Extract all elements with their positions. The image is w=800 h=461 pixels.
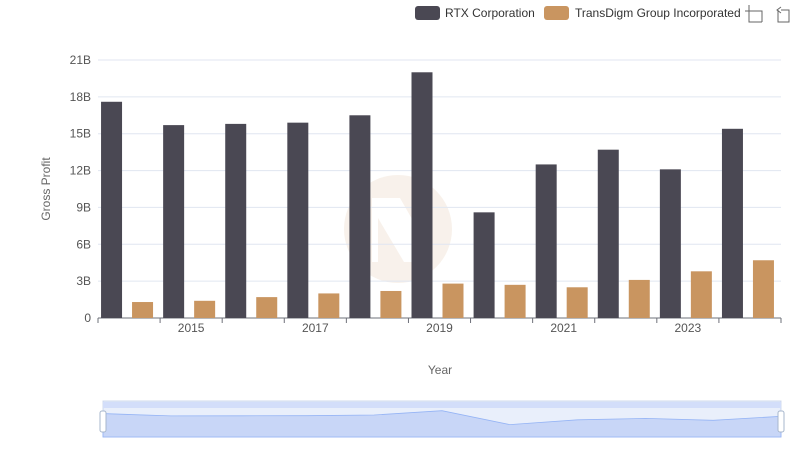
y-tick-label: 9B xyxy=(76,200,91,214)
x-tick-label: 2023 xyxy=(675,321,702,335)
data-zoom-handle-right[interactable] xyxy=(777,410,785,433)
legend-label-transdigm: TransDigm Group Incorporated xyxy=(575,6,741,20)
bar-rtx-2018[interactable] xyxy=(349,115,371,319)
legend-label-rtx: RTX Corporation xyxy=(445,6,535,20)
legend-swatch-rtx xyxy=(415,6,440,20)
bar-rtx-2019[interactable] xyxy=(411,72,433,319)
bar-rtx-2021[interactable] xyxy=(535,164,557,318)
restore-icon[interactable] xyxy=(776,6,790,23)
bar-transdigm-2024[interactable] xyxy=(752,260,774,318)
bar-rtx-2016[interactable] xyxy=(225,123,247,318)
y-tick-label: 21B xyxy=(70,53,91,67)
bar-rtx-2023[interactable] xyxy=(659,169,681,318)
bar-rtx-2024[interactable] xyxy=(721,128,743,318)
bar-transdigm-2017[interactable] xyxy=(318,293,340,318)
legend-item-transdigm[interactable]: TransDigm Group Incorporated xyxy=(544,6,741,20)
bar-rtx-2017[interactable] xyxy=(287,122,309,319)
data-zoom-preview xyxy=(102,410,782,438)
x-axis-title: Year xyxy=(428,363,452,377)
bar-transdigm-2021[interactable] xyxy=(566,287,588,318)
bar-transdigm-2023[interactable] xyxy=(690,271,712,318)
bar-rtx-2014[interactable] xyxy=(101,101,123,319)
x-tick-label: 2017 xyxy=(302,321,329,335)
bar-transdigm-2018[interactable] xyxy=(380,290,402,318)
legend-swatch-transdigm xyxy=(544,6,569,20)
y-tick-label: 6B xyxy=(76,237,91,251)
data-zoom-move-bar[interactable] xyxy=(103,402,781,408)
y-tick-label: 3B xyxy=(76,274,91,288)
bars xyxy=(101,72,774,319)
y-tick-label: 15B xyxy=(70,127,91,141)
legend: RTX Corporation TransDigm Group Incorpor… xyxy=(415,6,741,20)
x-axis: 2015 2017 2019 2021 2023 xyxy=(97,318,782,335)
y-axis-title: Gross Profit xyxy=(39,157,53,221)
bar-rtx-2020[interactable] xyxy=(473,212,495,318)
x-tick-label: 2015 xyxy=(178,321,205,335)
x-tick-label: 2021 xyxy=(550,321,577,335)
bar-transdigm-2022[interactable] xyxy=(628,279,650,318)
bar-rtx-2022[interactable] xyxy=(597,149,619,318)
bar-transdigm-2014[interactable] xyxy=(132,302,154,318)
legend-item-rtx[interactable]: RTX Corporation xyxy=(415,6,535,20)
bar-transdigm-2016[interactable] xyxy=(256,297,278,318)
y-tick-label: 0 xyxy=(84,311,91,325)
zoom-select-icon[interactable] xyxy=(745,5,763,23)
y-tick-label: 18B xyxy=(70,90,91,104)
data-zoom-slider[interactable] xyxy=(99,400,785,438)
x-tick-label: 2019 xyxy=(426,321,453,335)
bar-rtx-2015[interactable] xyxy=(163,125,185,318)
bar-transdigm-2019[interactable] xyxy=(442,283,464,318)
y-tick-label: 12B xyxy=(70,164,91,178)
bar-transdigm-2020[interactable] xyxy=(504,284,526,318)
data-zoom-handle-left[interactable] xyxy=(99,410,107,433)
bar-transdigm-2015[interactable] xyxy=(194,300,216,318)
y-axis: 0 3B 6B 9B 12B 15B 18B 21B xyxy=(70,53,92,325)
